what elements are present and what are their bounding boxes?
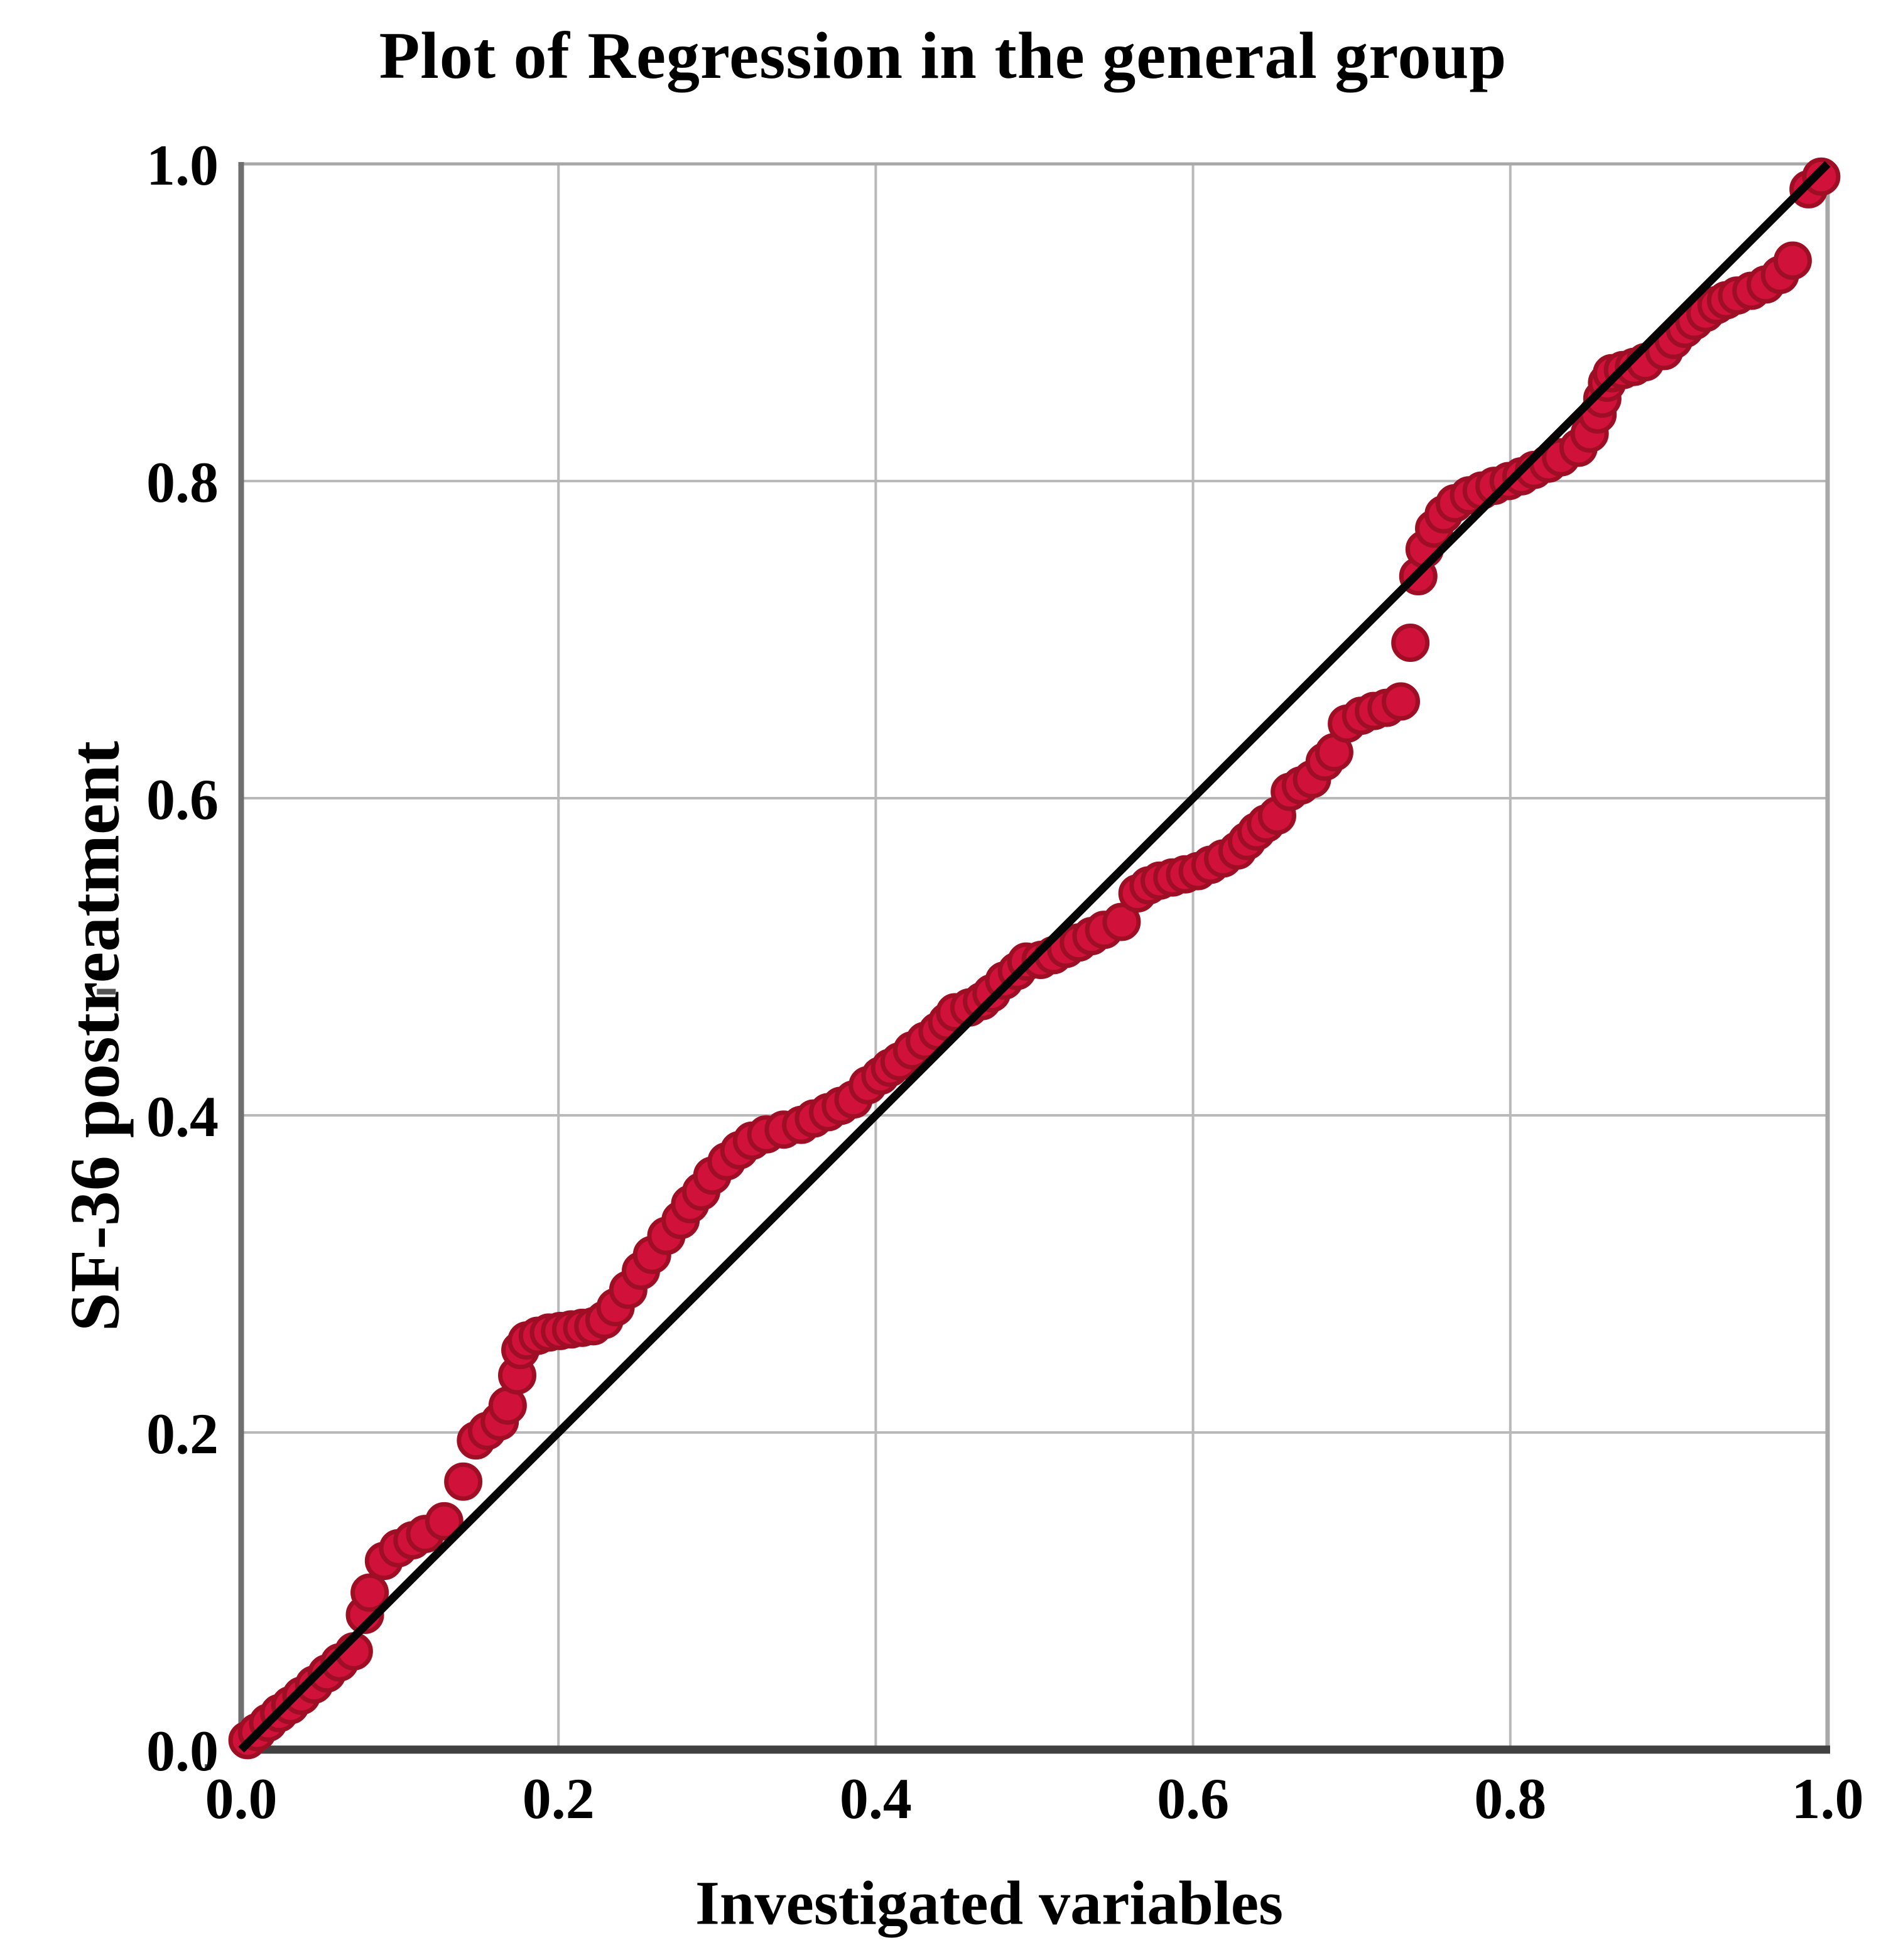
y-tick-label: 1.0 [146,133,219,197]
y-tick-label: 0.2 [146,1402,219,1466]
chart-title: Plot of Regression in the general group [379,19,1507,92]
data-point [350,1573,389,1612]
data-point [1391,624,1430,663]
y-tick-label: 0.0 [146,1719,219,1783]
x-tick-label: 0.8 [1474,1767,1546,1831]
data-point [425,1502,463,1540]
y-tick-label: 0.4 [146,1085,219,1149]
y-tick-label: 0.8 [146,450,219,514]
x-tick-label: 0.6 [1157,1767,1229,1831]
identity-line [238,161,1831,1753]
data-point [444,1462,483,1501]
y-tick-label: 0.6 [146,767,219,831]
data-point [1382,682,1421,721]
x-tick-label: 0.0 [205,1767,278,1831]
x-tick-label: 0.4 [840,1767,912,1831]
data-point [1773,241,1812,280]
x-axis-title: Investigated variables [695,1868,1284,1938]
x-tick-label: 0.2 [523,1767,595,1831]
stray-tick-mark [204,1764,211,1770]
data-point [1102,902,1141,941]
data-point [1802,157,1841,196]
x-tick-label: 1.0 [1792,1767,1864,1831]
stray-tick-mark [97,988,116,995]
